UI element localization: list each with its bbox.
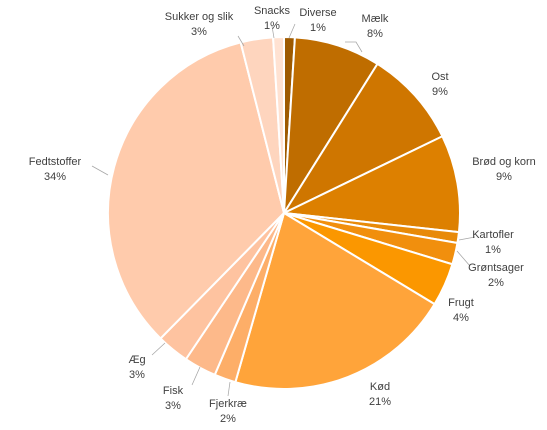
slice-label: Kød 21%: [369, 381, 391, 408]
leader-line: [345, 41, 363, 53]
slice-label: Æg 3%: [128, 354, 145, 381]
leader-line: [151, 342, 166, 356]
slice-label: Fjerkræ 2%: [209, 398, 247, 425]
pie-slice: [234, 211, 436, 390]
slice-label: Fisk 3%: [163, 385, 184, 412]
slice-percent-label: 2%: [220, 413, 236, 425]
slice-category-label: Æg: [128, 354, 145, 366]
slice-category-label: Frugt: [448, 297, 474, 309]
leader-line: [191, 366, 201, 386]
slice-label: Mælk 8%: [362, 13, 389, 40]
slice-label: Sukker og slik 3%: [165, 11, 234, 38]
slice-category-label: Fisk: [163, 385, 184, 397]
slice-label: Frugt 4%: [448, 297, 474, 324]
slice-percent-label: 3%: [191, 26, 207, 38]
slice-percent-label: 2%: [488, 277, 504, 289]
slice-category-label: Grøntsager: [468, 262, 524, 274]
slice-category-label: Fjerkræ: [209, 398, 247, 410]
slice-category-label: Fedtstoffer: [29, 156, 82, 168]
slice-category-label: Kød: [370, 381, 390, 393]
slice-category-label: Diverse: [299, 7, 336, 19]
pie-slice: [271, 35, 285, 214]
slice-label: Snacks 1%: [254, 5, 291, 32]
slice-label: Ost 9%: [431, 71, 448, 98]
slice-percent-label: 9%: [496, 171, 512, 183]
leader-line: [288, 23, 296, 39]
slice-category-label: Sukker og slik: [165, 11, 234, 23]
pie-slice: [280, 134, 461, 234]
slice-label: Fedtstoffer 34%: [29, 156, 82, 183]
leader-line: [271, 25, 275, 39]
slice-percent-label: 1%: [264, 20, 280, 32]
leader-line: [458, 236, 476, 241]
slice-label: Diverse 1%: [299, 7, 336, 34]
slice-percent-label: 21%: [369, 396, 391, 408]
slice-labels: Diverse 1% Mælk 8% Ost 9% Brød og korn 9% Kartof…: [29, 5, 536, 425]
slice-category-label: Ost: [431, 71, 448, 83]
slice-percent-label: 4%: [453, 312, 469, 324]
pie-slices: [107, 35, 461, 390]
pie-slice: [281, 62, 444, 216]
leader-line: [237, 35, 245, 47]
leader-line: [91, 165, 109, 176]
slice-percent-label: 3%: [129, 369, 145, 381]
slice-percent-label: 3%: [165, 400, 181, 412]
leader-line: [456, 250, 471, 267]
pie-slice: [107, 41, 286, 340]
slice-category-label: Kartofler: [472, 229, 514, 241]
slice-label: Brød og korn 9%: [472, 156, 536, 183]
leader-line: [227, 381, 231, 397]
leader-lines: [91, 23, 476, 397]
slice-percent-label: 9%: [432, 86, 448, 98]
slice-percent-label: 1%: [485, 244, 501, 256]
slice-percent-label: 1%: [310, 22, 326, 34]
slice-label: Kartofler 1%: [472, 229, 514, 256]
slice-category-label: Snacks: [254, 5, 291, 17]
slice-category-label: Mælk: [362, 13, 389, 25]
slice-percent-label: 8%: [367, 28, 383, 40]
slice-percent-label: 34%: [44, 171, 66, 183]
slice-category-label: Brød og korn: [472, 156, 536, 168]
slice-label: Grøntsager 2%: [468, 262, 524, 289]
